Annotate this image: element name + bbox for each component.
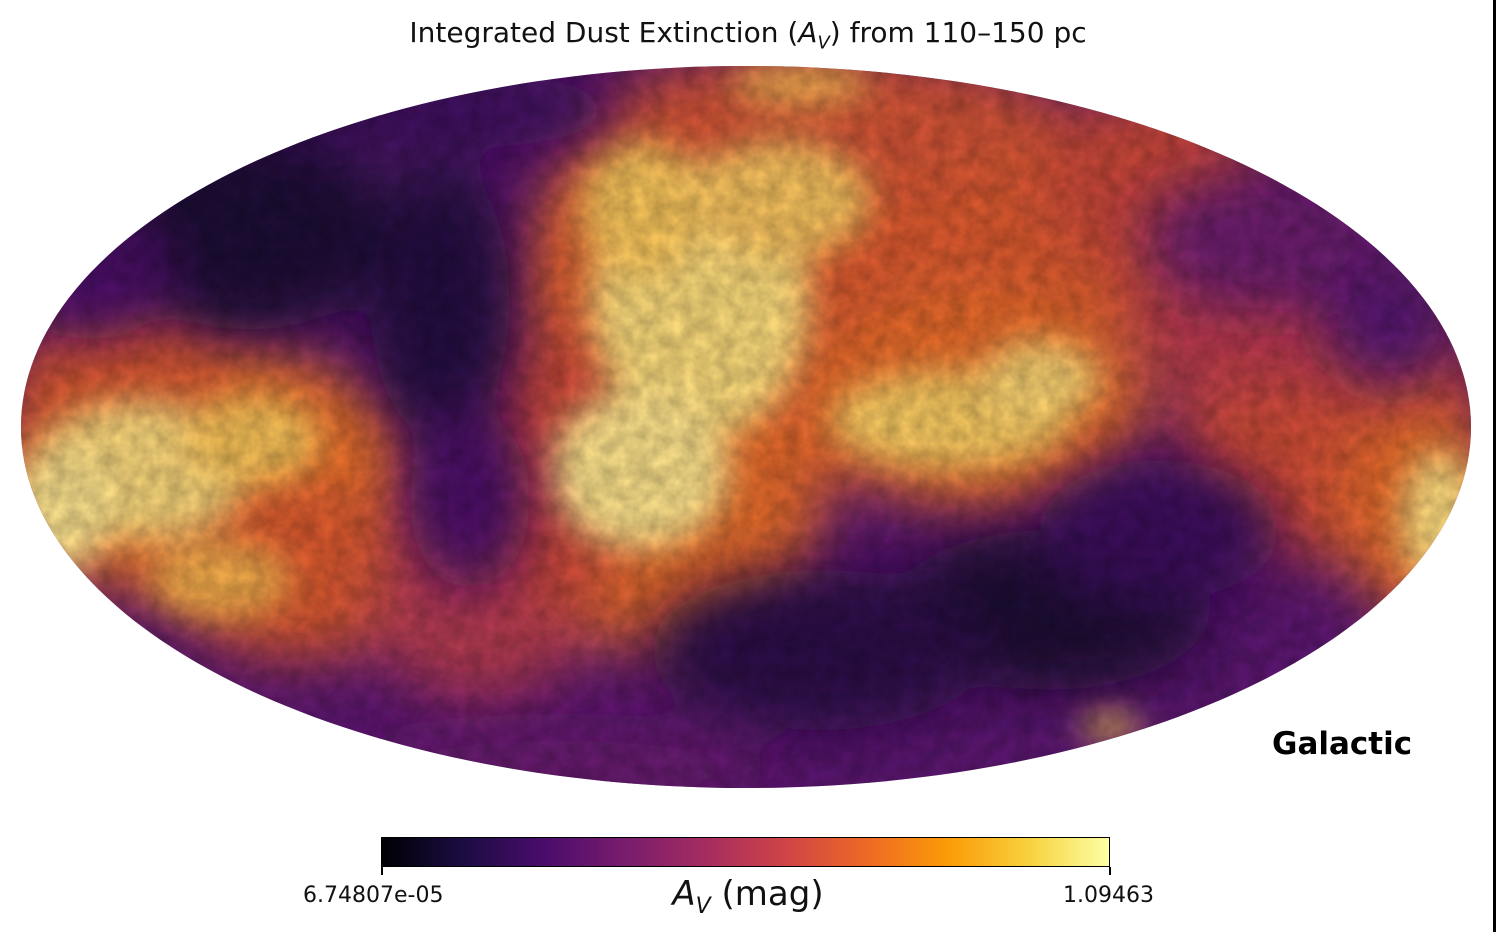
colorbar-max-tick: [1109, 867, 1111, 875]
sky-map-pixels: [21, 66, 1471, 788]
colorbar-max-label: 1.09463: [1063, 883, 1154, 908]
colorbar-axis-label: AV (mag): [672, 874, 824, 919]
colorbar: [381, 837, 1110, 867]
colorbar-min-tick: [381, 867, 383, 875]
colorbar-min-label: 6.74807e-05: [303, 883, 444, 908]
figure-frame-edge: [1493, 0, 1496, 932]
coordinate-system-label: Galactic: [1272, 726, 1413, 762]
map-title: Integrated Dust Extinction (AV) from 110…: [409, 16, 1087, 54]
